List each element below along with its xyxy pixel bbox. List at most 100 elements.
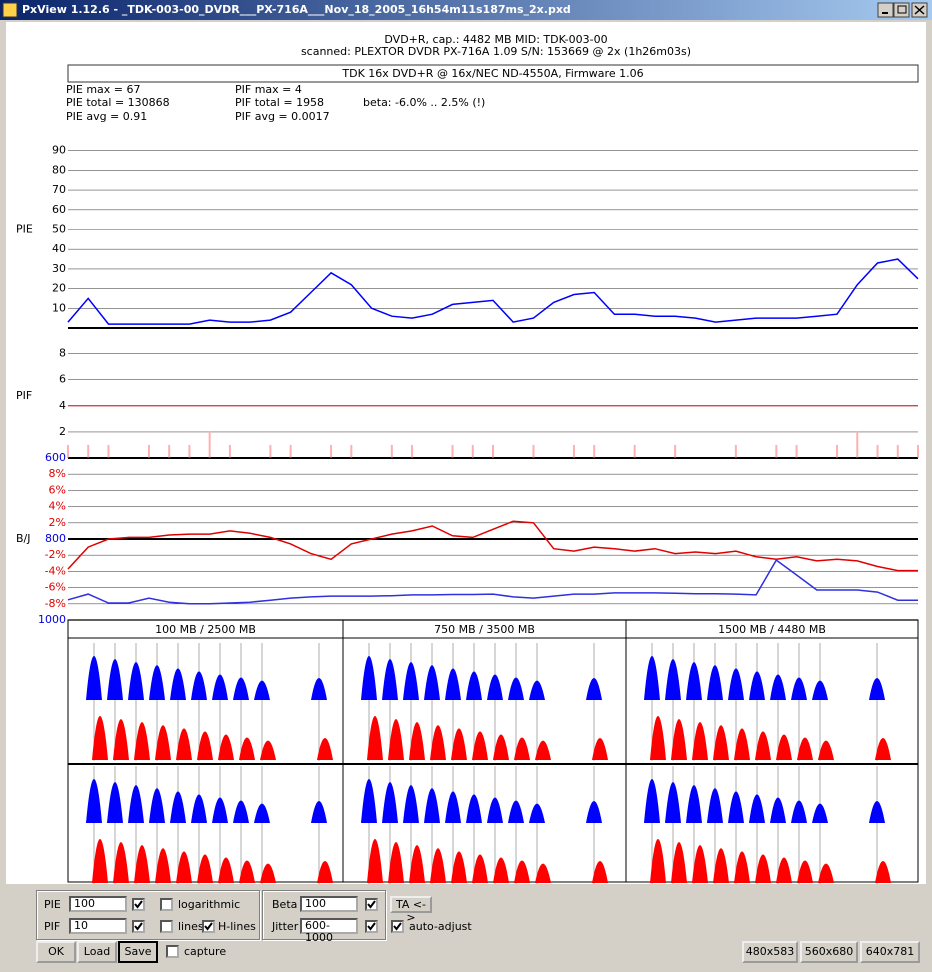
- y-tick-label: 50: [52, 223, 66, 236]
- y-tick-label: 4%: [49, 500, 66, 513]
- bar: [775, 444, 778, 458]
- size-button[interactable]: 560x680: [800, 941, 858, 963]
- hist-hump: [149, 788, 165, 823]
- ta-button[interactable]: TA <->: [390, 896, 432, 924]
- size-button[interactable]: 640x781: [860, 941, 920, 963]
- window-buttons: [877, 2, 928, 18]
- button[interactable]: Load: [77, 941, 117, 963]
- stat: beta: -6.0% .. 2.5% (!): [363, 96, 485, 109]
- hist-hump: [755, 731, 771, 760]
- hist-hump: [472, 854, 488, 883]
- hist-hump: [445, 791, 461, 823]
- hist-hump: [92, 839, 108, 883]
- hist-hump: [367, 716, 383, 760]
- hist-hump: [260, 740, 276, 760]
- jitter-input[interactable]: 600-1000: [300, 918, 358, 944]
- checkbox[interactable]: [160, 920, 173, 933]
- bar: [451, 444, 454, 458]
- bar: [269, 444, 272, 458]
- label: Jitter: [272, 920, 299, 933]
- hist-hump: [155, 848, 171, 883]
- hist-hump: [451, 851, 467, 883]
- hist-hump: [586, 678, 602, 700]
- bar: [633, 444, 636, 458]
- hist-hump: [113, 719, 129, 760]
- y-tick-label: 6: [59, 373, 66, 386]
- bar: [350, 444, 353, 458]
- hist-hump: [212, 797, 228, 823]
- hist-hump: [218, 857, 234, 883]
- checkbox[interactable]: [365, 920, 378, 933]
- y-tick-label: 6%: [49, 483, 66, 496]
- beta-input[interactable]: 100: [300, 896, 358, 912]
- y-tick-label: 60: [52, 203, 66, 216]
- y-tick-label: -4%: [45, 564, 66, 577]
- hist-hump: [107, 782, 123, 823]
- hist-hump: [791, 800, 807, 823]
- hist-hump: [875, 738, 891, 760]
- hist-hump: [487, 674, 503, 700]
- y-tick-label: 80: [52, 163, 66, 176]
- hist-hump: [388, 719, 404, 760]
- y-tick-label: 10: [52, 301, 66, 314]
- bar: [492, 444, 494, 458]
- y-tick-label: 70: [52, 183, 66, 196]
- checkbox[interactable]: [166, 945, 179, 958]
- hist-hump: [586, 801, 602, 823]
- button[interactable]: OK: [36, 941, 76, 963]
- bar: [917, 444, 919, 458]
- pif-input[interactable]: 10: [69, 918, 127, 934]
- label: H-lines: [218, 920, 256, 933]
- app-icon: [2, 2, 18, 18]
- hist-hump: [508, 677, 524, 700]
- hist-hump: [197, 731, 213, 760]
- hist-hump: [770, 797, 786, 823]
- hist-hump: [107, 659, 123, 700]
- pie-input[interactable]: 100: [69, 896, 127, 912]
- button[interactable]: Save: [118, 941, 158, 963]
- checkbox[interactable]: [132, 920, 145, 933]
- hist-hump: [409, 845, 425, 883]
- stat: PIF max = 4: [235, 83, 302, 96]
- hist-hump: [671, 719, 687, 760]
- bar: [795, 444, 798, 458]
- hist-hump: [869, 678, 885, 700]
- hist-hump: [791, 677, 807, 700]
- hist-hump: [812, 803, 828, 823]
- hist-hump: [755, 854, 771, 883]
- maximize[interactable]: [893, 2, 910, 18]
- hist-hump: [170, 668, 186, 700]
- drive-info: TDK 16x DVD+R @ 16x/NEC ND-4550A, Firmwa…: [341, 67, 643, 80]
- hist-hump: [818, 863, 834, 883]
- hist-hump: [514, 860, 530, 883]
- hist-hump: [430, 725, 446, 760]
- hist-hump: [472, 731, 488, 760]
- bar: [147, 444, 150, 458]
- hist-hump: [361, 656, 377, 700]
- checkbox[interactable]: [202, 920, 215, 933]
- bar: [532, 444, 535, 458]
- bar: [208, 431, 211, 458]
- hist-hump: [92, 716, 108, 760]
- y-tick-label: 2: [59, 425, 66, 438]
- hist-hump: [592, 861, 608, 883]
- label: auto-adjust: [409, 920, 472, 933]
- hist-hump: [650, 839, 666, 883]
- checkbox[interactable]: [132, 898, 145, 911]
- size-button[interactable]: 480x583: [742, 941, 798, 963]
- hist-hump: [113, 842, 129, 883]
- checkbox[interactable]: [160, 898, 173, 911]
- hist-hump: [535, 740, 551, 760]
- stat: PIE max = 67: [66, 83, 141, 96]
- minimize[interactable]: [877, 2, 894, 18]
- hist-hump: [707, 665, 723, 700]
- hist-hump: [311, 678, 327, 700]
- y-tick-label: 20: [52, 282, 66, 295]
- hist-hump: [86, 779, 102, 823]
- stat: PIE avg = 0.91: [66, 110, 147, 123]
- hist-hump: [749, 794, 765, 823]
- checkbox[interactable]: [391, 920, 404, 933]
- hist-hump: [317, 738, 333, 760]
- hist-hump: [692, 722, 708, 760]
- checkbox[interactable]: [365, 898, 378, 911]
